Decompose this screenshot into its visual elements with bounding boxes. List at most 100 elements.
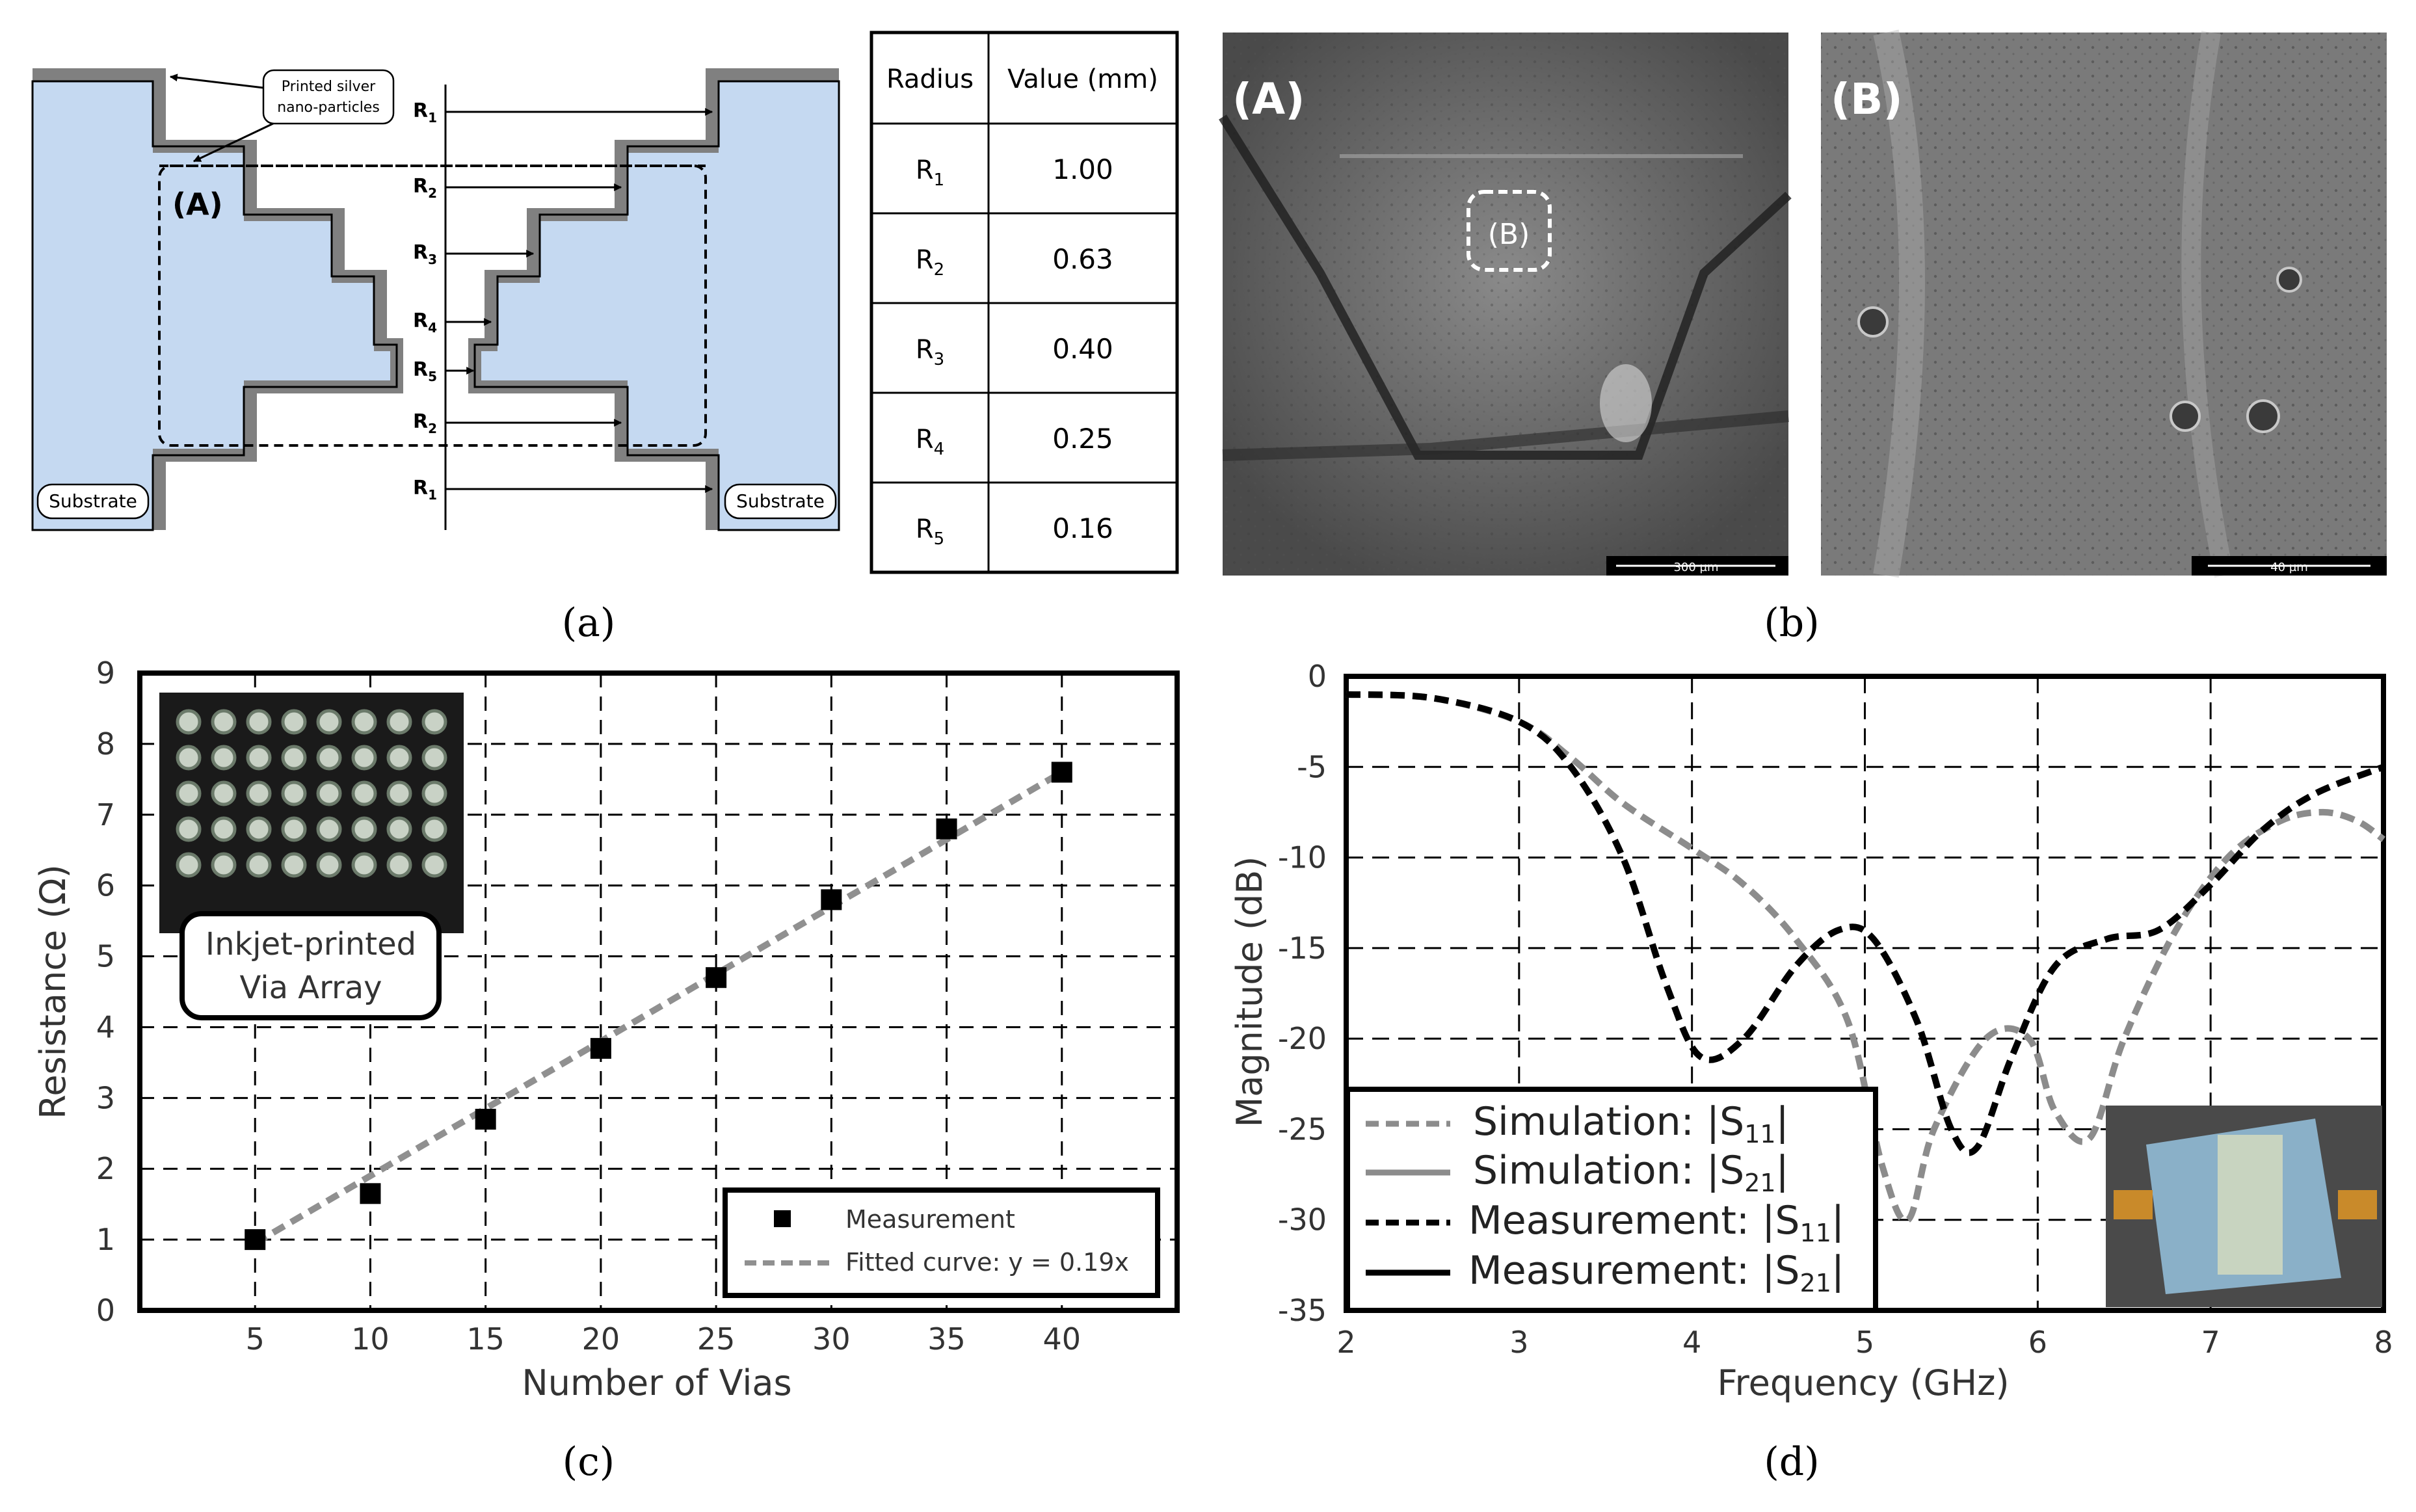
x-tick-label: 20 [582,1321,620,1357]
via-hole [246,745,272,771]
via-hole [421,709,447,735]
x-tick-label: 4 [1682,1325,1701,1360]
table-value-cell: 0.63 [1052,243,1113,275]
table-value-cell: 0.25 [1052,423,1113,455]
sem-inset-label: (B) [1488,218,1530,251]
via-hole [351,709,377,735]
legend-meas-s21-label: Measurement: |S21| [1468,1248,1844,1297]
legend-sim-s21-label: Simulation: |S21| [1473,1148,1789,1197]
chart-c-xlabel: Number of Vias [522,1362,791,1403]
table-value-cell: 0.16 [1052,512,1113,544]
radius-table: Radius Value (mm) R1 1.00 R2 0.63 R3 0.4… [869,31,1179,574]
sem-image-b: (B) 40 µm [1821,29,2387,578]
y-tick-label: -10 [1278,840,1327,875]
radius-label: R5 [413,358,437,384]
chart-d-ylabel: Magnitude (dB) [1229,856,1270,1128]
via-hole [316,780,342,806]
table-radius-cell: R3 [916,335,944,369]
x-tick-label: 3 [1509,1325,1528,1360]
y-tick-label: -20 [1278,1021,1327,1056]
chart-c-legend: Measurement Fitted curve: y = 0.19x [723,1187,1160,1298]
via-hole [386,816,412,842]
via-hole [281,780,307,806]
via-hole [316,745,342,771]
table-header-radius: Radius [886,64,974,94]
chart-c-ylabel: Resistance (Ω) [33,864,73,1119]
table-radius-cell: R2 [916,245,944,280]
x-tick-label: 8 [2374,1325,2393,1360]
radius-label: R2 [413,175,437,201]
x-tick-label: 5 [246,1321,265,1357]
via-hole [421,816,447,842]
x-tick-label: 25 [697,1321,736,1357]
y-tick-label: 9 [96,656,115,691]
via-hole [176,816,202,842]
via-hole [176,745,202,771]
x-tick-label: 10 [351,1321,390,1357]
chart-d: 2 3 4 5 6 7 8 0 -5 -10 -15 -20 -25 -30 -35 Frequency (… [1229,659,2393,1403]
measurement-point [1051,762,1072,783]
chart-d-legend: Simulation: |S11| Simulation: |S21| Meas… [1345,1087,1878,1313]
y-tick-label: 4 [96,1009,115,1044]
panel-label-c: (c) [563,1439,615,1485]
chart-c: 5 10 15 20 25 30 35 40 0 1 2 3 4 5 6 7 8 9 Number of Vias… [33,656,1180,1403]
via-cross-section-diagram: (A) Printed silver nano-particles Substr… [31,68,840,531]
via-hole [211,852,237,878]
substrate-left-label: Substrate [49,490,137,512]
radius-label: R2 [413,410,437,436]
y-tick-label: -15 [1278,931,1327,966]
via-hole [281,745,307,771]
x-tick-label: 15 [466,1321,505,1357]
legend-measurement-label: Measurement [845,1205,1015,1234]
substrate-right-label: Substrate [736,490,825,512]
radius-arrows [444,85,713,530]
table-header-value: Value (mm) [1007,64,1158,94]
sem-b-label: (B) [1831,74,1903,124]
y-tick-label: -25 [1278,1111,1327,1147]
via-hole [316,709,342,735]
via-hole [176,852,202,878]
via-hole [281,852,307,878]
x-tick-label: 35 [927,1321,966,1357]
measurement-point [706,967,727,988]
device-photo-inset [2106,1106,2382,1307]
y-tick-label: 0 [96,1293,115,1328]
via-hole [211,780,237,806]
via-hole [281,816,307,842]
via-hole [211,709,237,735]
panel-label-a: (a) [562,600,616,646]
legend-sim-s11-label: Simulation: |S11| [1473,1099,1789,1148]
sem-a-scale: 300 µm [1673,561,1718,574]
series-line-11-measurement [1346,691,2385,1156]
y-tick-label: 6 [96,868,115,903]
via-hole [421,852,447,878]
x-tick-label: 7 [2201,1325,2220,1360]
via-hole [386,852,412,878]
measurement-point [936,818,957,840]
table-radius-cell: R4 [916,425,944,459]
measurement-point [360,1183,381,1204]
via-hole [176,709,202,735]
via-hole [421,745,447,771]
via-hole [386,780,412,806]
y-tick-label: 0 [1308,659,1327,694]
x-tick-label: 30 [812,1321,851,1357]
table-radius-cell: R5 [916,514,944,549]
y-tick-label: 7 [96,797,115,832]
via-hole [246,816,272,842]
via-hole [176,780,202,806]
table-radius-cell: R1 [916,155,944,190]
via-hole [211,745,237,771]
legend-meas-s11-label: Measurement: |S11| [1468,1198,1844,1247]
x-tick-label: 5 [1855,1325,1874,1360]
y-tick-label: 8 [96,726,115,762]
y-tick-label: -35 [1278,1293,1327,1328]
x-tick-label: 2 [1336,1325,1355,1360]
inset-caption-line-1: Inkjet-printed [206,926,416,962]
via-hole [211,816,237,842]
via-hole [246,780,272,806]
measurement-point [475,1109,496,1130]
panel-label-b: (b) [1764,600,1819,646]
inset-caption-line-2: Via Array [239,970,382,1006]
